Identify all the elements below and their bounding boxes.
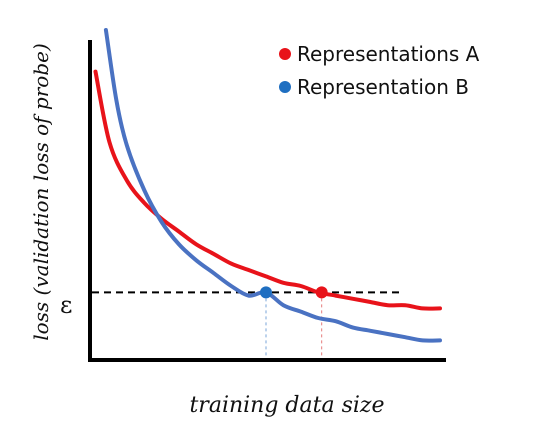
legend-marker-b: [279, 81, 291, 93]
x-axis-title: training data size: [189, 393, 384, 418]
legend: Representations A Representation B: [279, 42, 480, 99]
threshold-label: ε: [60, 291, 72, 319]
legend-marker-a: [279, 48, 291, 60]
marker-a: [315, 286, 328, 299]
legend-label-a: Representations A: [297, 42, 480, 66]
chart-marks: [92, 28, 442, 358]
y-axis-title: loss (validation loss of probe): [29, 43, 53, 341]
legend-label-b: Representation B: [297, 75, 469, 99]
marker-b: [260, 286, 272, 299]
series-line-a: [93, 69, 442, 311]
